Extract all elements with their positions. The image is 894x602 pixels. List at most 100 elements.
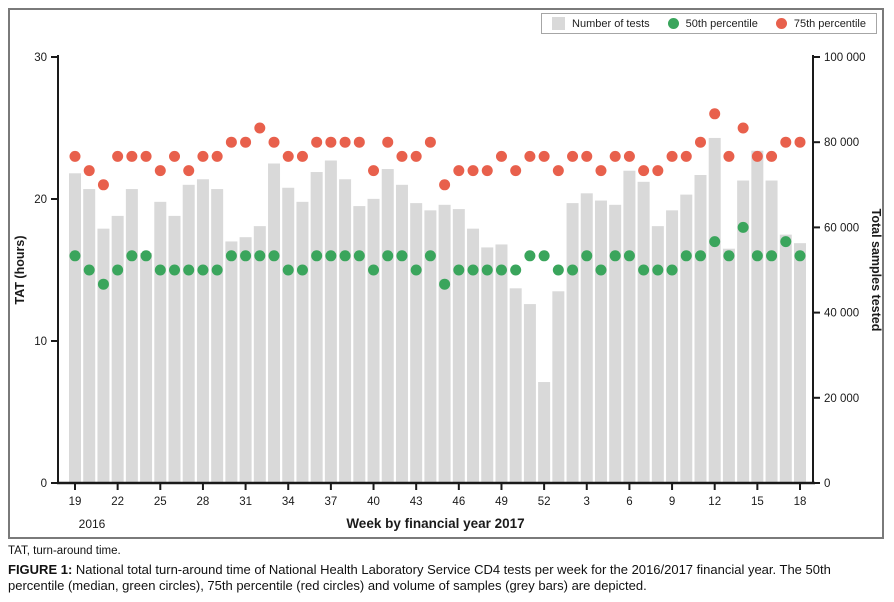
p50-dot <box>197 264 209 276</box>
x-axis-tick-label: 18 <box>794 496 807 508</box>
p50-dot <box>481 264 493 276</box>
tests-bar <box>125 189 138 483</box>
x-axis-title: Week by financial year 2017 <box>346 516 524 531</box>
p75-dot <box>211 150 223 162</box>
tests-bar <box>367 198 380 483</box>
p50-dot <box>595 264 607 276</box>
p50-dot <box>623 250 635 262</box>
bar-swatch-icon <box>552 17 566 30</box>
left-axis-title: TAT (hours) <box>13 236 27 305</box>
x-axis-tick-label: 52 <box>538 496 551 508</box>
p50-dot <box>154 264 166 276</box>
tests-bar <box>452 209 465 483</box>
p50-dot <box>169 264 181 276</box>
legend-item-number-of-tests: Number of tests <box>552 17 650 30</box>
x-axis-tick-label: 22 <box>111 496 124 508</box>
x-axis-tick-label: 15 <box>751 496 764 508</box>
p50-dot <box>112 264 124 276</box>
p50-dot <box>211 264 223 276</box>
p75-dot <box>140 150 152 162</box>
chart-legend: Number of tests 50th percentile 75th perce… <box>541 13 877 34</box>
p50-dot <box>353 250 365 262</box>
legend-item-75th-percentile: 75th percentile <box>775 18 866 30</box>
p50-dot <box>581 250 593 262</box>
p75-dot <box>538 150 550 162</box>
x-axis-tick-label: 28 <box>197 496 210 508</box>
legend-label: 50th percentile <box>685 17 758 30</box>
p50-dot <box>453 264 465 276</box>
p50-dot <box>396 250 408 262</box>
p50-dot <box>254 250 266 262</box>
right-axis-tick-label: 80 000 <box>824 137 859 149</box>
tests-bar <box>168 215 181 483</box>
tests-bar <box>566 203 579 484</box>
p50-dot <box>751 250 763 262</box>
p75-dot <box>638 165 650 177</box>
right-axis-title: Total samples tested <box>869 209 882 332</box>
p50-dot <box>424 250 436 262</box>
chart-frame: Number of tests 50th percentile 75th perce… <box>8 8 884 539</box>
p75-dot <box>453 165 465 177</box>
tests-bar <box>794 243 806 483</box>
p75-dot <box>766 150 778 162</box>
tests-bar <box>83 189 96 483</box>
legend-label: Number of tests <box>572 17 650 30</box>
tests-bar <box>381 169 394 483</box>
tests-bar <box>140 252 153 483</box>
right-axis-tick-label: 100 000 <box>824 52 866 64</box>
p50-dot <box>225 250 237 262</box>
dot-swatch-icon <box>775 18 787 29</box>
figure-caption-label: FIGURE 1: <box>8 562 73 577</box>
p50-dot <box>709 236 721 248</box>
p50-dot <box>410 264 422 276</box>
p75-dot <box>709 108 721 120</box>
tests-bar <box>196 179 209 483</box>
p50-dot <box>268 250 280 262</box>
p75-dot <box>183 165 195 177</box>
x-axis-tick-label: 25 <box>154 496 167 508</box>
p75-dot <box>751 150 763 162</box>
p50-dot <box>296 264 308 276</box>
p75-dot <box>339 136 351 148</box>
x-axis-tick-label: 6 <box>626 496 632 508</box>
p75-dot <box>169 150 181 162</box>
tests-bar <box>339 179 352 483</box>
tests-bar <box>211 189 224 483</box>
p75-dot <box>623 150 635 162</box>
x-axis-tick-label: 46 <box>452 496 465 508</box>
tests-bar <box>680 194 693 483</box>
x-axis-tick-label: 37 <box>324 496 337 508</box>
p75-dot <box>382 136 394 148</box>
x-axis-tick-label: 43 <box>410 496 423 508</box>
p75-dot <box>723 150 735 162</box>
p75-dot <box>296 150 308 162</box>
tests-bar <box>69 173 81 483</box>
p50-dot <box>439 278 451 290</box>
tests-bar <box>580 193 593 483</box>
p75-dot <box>652 165 664 177</box>
tests-bar <box>737 180 750 484</box>
p50-dot <box>240 250 252 262</box>
p75-dot <box>780 136 792 148</box>
p75-dot <box>97 179 109 191</box>
tests-bar <box>552 291 565 483</box>
p75-dot <box>552 165 564 177</box>
p75-dot <box>794 136 806 148</box>
p50-dot <box>467 264 479 276</box>
p50-dot <box>567 264 579 276</box>
p75-dot <box>154 165 166 177</box>
p50-dot <box>382 250 394 262</box>
legend-item-50th-percentile: 50th percentile <box>667 17 758 30</box>
tests-bar <box>651 226 664 483</box>
tests-bar <box>310 172 323 483</box>
p75-dot <box>481 165 493 177</box>
tests-bar <box>623 170 636 483</box>
x-axis-year-label: 2016 <box>79 517 106 531</box>
left-axis-tick-label: 30 <box>34 52 47 64</box>
p50-dot <box>126 250 138 262</box>
p75-dot <box>268 136 280 148</box>
p75-dot <box>694 136 706 148</box>
left-axis-tick-label: 10 <box>34 336 47 348</box>
x-axis-tick-label: 12 <box>708 496 721 508</box>
tests-bar <box>324 160 337 483</box>
